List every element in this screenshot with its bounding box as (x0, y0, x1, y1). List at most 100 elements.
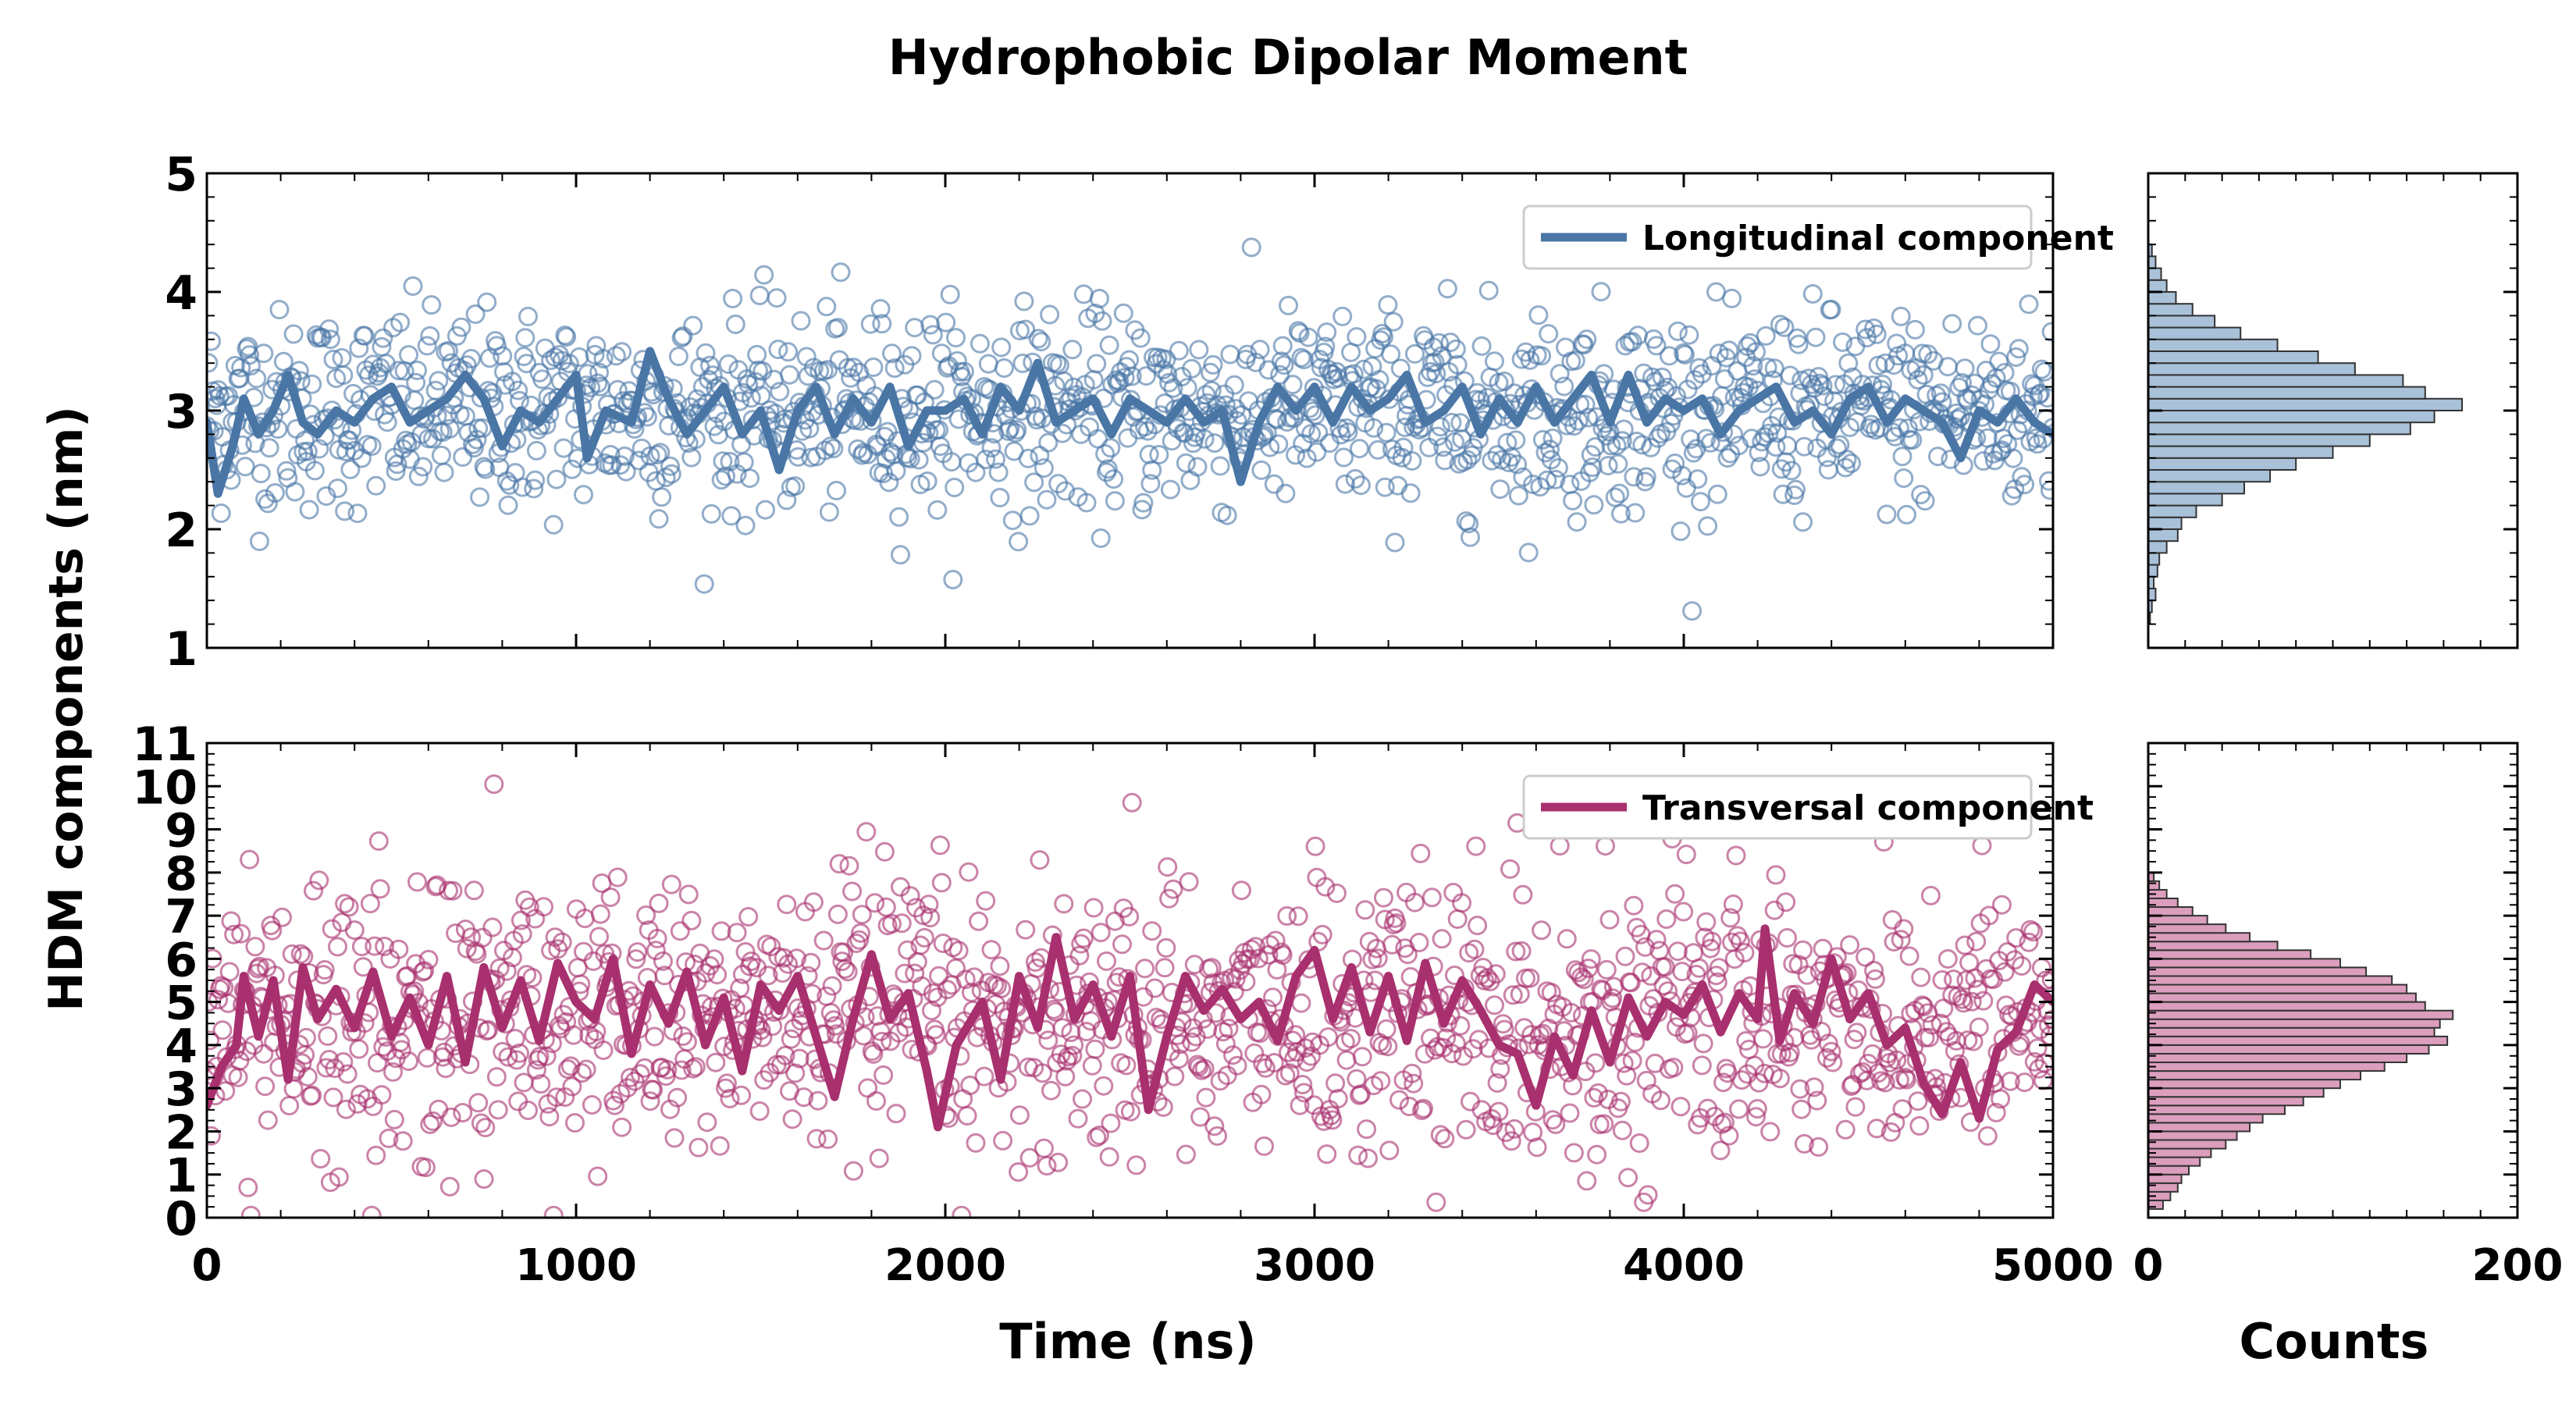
transversal-scatter-point (667, 1087, 688, 1108)
transversal-scatter-point (886, 1104, 906, 1124)
transversal-scatter-point (474, 1169, 494, 1189)
longitudinal-scatter-point (683, 315, 703, 336)
transversal-scatter-point (1461, 1091, 1480, 1112)
longitudinal-scatter-point (1115, 368, 1135, 388)
transversal-scatter-point (336, 1099, 356, 1119)
longitudinal-scatter-point (1894, 468, 1914, 489)
longitudinal-scatter-point (1350, 439, 1369, 459)
transversal-legend-box (1522, 774, 2033, 840)
transversal-scatter-point (309, 870, 329, 891)
longitudinal-scatter-point (1204, 433, 1225, 454)
transversal-scatter-point (1250, 1023, 1270, 1044)
transversal-hist-bar (2147, 1113, 2264, 1124)
longitudinal-scatter-point (1392, 447, 1412, 468)
transversal-scatter-point (612, 1117, 632, 1137)
longitudinal-hist-bar (2147, 504, 2197, 518)
longitudinal-scatter (207, 237, 2053, 621)
transversal-scatter-point (1865, 969, 1885, 989)
longitudinal-scatter-point (946, 328, 966, 348)
longitudinal-scatter-point (668, 347, 688, 367)
longitudinal-hist-bar (2147, 433, 2371, 447)
longitudinal-scatter-point (1153, 360, 1173, 380)
transversal-scatter-point (1038, 1030, 1059, 1051)
transversal-scatter-point (697, 1112, 717, 1133)
transversal-scatter-point (588, 1166, 608, 1186)
transversal-scatter-point (683, 1058, 703, 1079)
transversal-scatter-point (969, 911, 989, 931)
transversal-scatter-point (1016, 919, 1036, 940)
longitudinal-scatter-point (1818, 460, 1838, 480)
transversal-scatter-point (777, 895, 797, 915)
transversal-scatter-point (1651, 1090, 1670, 1111)
longitudinal-scatter-point (240, 356, 261, 376)
transversal-scatter-point (1318, 1027, 1338, 1048)
transversal-scatter-point (758, 966, 778, 986)
longitudinal-scatter-point (1773, 484, 1793, 504)
transversal-scatter-point (1404, 1073, 1424, 1094)
longitudinal-scatter-point (399, 345, 418, 365)
transversal-scatter-point (565, 1113, 585, 1133)
longitudinal-scatter-point (1182, 358, 1202, 379)
transversal-scatter-point (1325, 1073, 1346, 1094)
transversal-scatter-point (322, 919, 342, 939)
transversal-scatter-point (1169, 1049, 1189, 1069)
longitudinal-scatter-point (1624, 467, 1644, 487)
longitudinal-scatter-point (251, 464, 271, 484)
transversal-scatter-point (1226, 969, 1246, 989)
longitudinal-scatter-point (299, 500, 319, 520)
transversal-scatter-point (1823, 1052, 1843, 1072)
longitudinal-scatter-point (429, 371, 449, 391)
transversal-scatter-point (1341, 1029, 1361, 1049)
transversal-scatter-point (468, 1093, 489, 1113)
transversal-hist-bar (2147, 1062, 2386, 1072)
longitudinal-scatter-point (1632, 435, 1653, 455)
longitudinal-scatter-point (1585, 437, 1606, 457)
transversal-hist-bar (2147, 1139, 2227, 1150)
longitudinal-hist-bar (2147, 315, 2216, 329)
longitudinal-scatter-point (1714, 369, 1735, 389)
longitudinal-scatter-point (1930, 383, 1951, 404)
longitudinal-scatter-point (889, 507, 909, 527)
transversal-scatter-point (1514, 1018, 1535, 1038)
transversal-scatter-point (1009, 1105, 1030, 1126)
longitudinal-scatter-point (936, 312, 956, 333)
longitudinal-scatter-point (843, 357, 863, 378)
longitudinal-scatter-point (1471, 336, 1492, 356)
transversal-scatter-point (1506, 941, 1526, 962)
longitudinal-scatter-point (1334, 447, 1354, 468)
transversal-scatter-point (763, 1016, 783, 1037)
transversal-scatter-point (720, 1088, 740, 1108)
transversal-scatter-point (351, 937, 372, 957)
transversal-scatter-point (1291, 993, 1311, 1013)
longitudinal-scatter-point (2031, 359, 2051, 379)
longitudinal-scatter-point (1457, 450, 1478, 470)
longitudinal-scatter-point (1105, 491, 1125, 511)
longitudinal-scatter-point (323, 350, 343, 369)
transversal-scatter-point (1550, 836, 1570, 856)
y-tick-label: 10 (133, 760, 198, 815)
transversal-scatter-point (508, 1091, 528, 1112)
longitudinal-scatter-point (1507, 454, 1528, 475)
longitudinal-hist-bar (2147, 457, 2297, 471)
transversal-hist-bar (2147, 1147, 2212, 1158)
y-tick-label: 7 (165, 890, 197, 944)
transversal-scatter-point (2000, 1071, 2020, 1091)
transversal-scatter-point (636, 905, 656, 925)
longitudinal-scatter-point (718, 354, 738, 374)
transversal-scatter-point (1126, 1155, 1147, 1176)
transversal-scatter-point (1272, 945, 1293, 965)
transversal-scatter-point (231, 923, 251, 944)
transversal-scatter-point (1615, 946, 1635, 966)
transversal-scatter-point (907, 951, 927, 972)
longitudinal-scatter-point (1294, 350, 1314, 370)
transversal-scatter-point (825, 1016, 845, 1036)
transversal-scatter-point (555, 1087, 575, 1107)
longitudinal-scatter-point (1461, 527, 1480, 547)
transversal-hist-bar (2147, 1182, 2179, 1193)
transversal-scatter-point (628, 942, 648, 962)
transversal-scatter-point (1564, 1143, 1584, 1163)
transversal-scatter-point (1435, 1129, 1455, 1149)
transversal-scatter-point (1116, 1055, 1137, 1076)
longitudinal-scatter-point (1691, 492, 1710, 512)
longitudinal-scatter-point (1194, 429, 1215, 449)
